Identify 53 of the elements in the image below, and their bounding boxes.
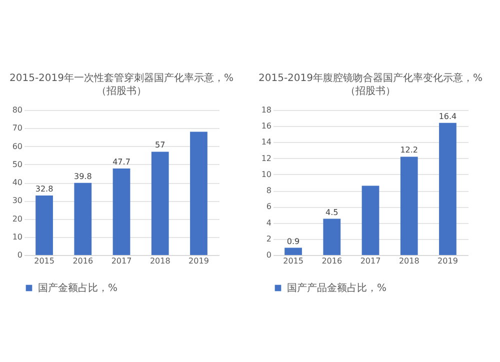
x-tick-label: 2017 xyxy=(360,256,381,266)
y-tick-label: 12 xyxy=(261,154,272,163)
x-tick-label: 2019 xyxy=(438,256,458,266)
y-tick-label: 8 xyxy=(266,186,272,196)
y-tick-label: 14 xyxy=(261,138,272,147)
bar xyxy=(323,218,341,255)
chart-title: 2015-2019年一次性套管穿刺器国产化率示意，% xyxy=(9,72,234,84)
x-tick-label: 2018 xyxy=(150,256,170,266)
data-label: 4.5 xyxy=(326,208,338,217)
y-tick-label: 70 xyxy=(12,124,22,133)
bar xyxy=(36,196,53,255)
y-tick-label: 50 xyxy=(12,160,22,169)
chart-subtitle: （招股书） xyxy=(96,85,146,97)
y-tick-label: 80 xyxy=(12,106,22,114)
x-tick-label: 2017 xyxy=(111,256,132,266)
data-label: 0.9 xyxy=(286,236,300,246)
y-tick-label: 2 xyxy=(266,234,272,244)
data-label: 57 xyxy=(155,140,166,150)
y-tick-label: 4 xyxy=(266,218,272,228)
x-tick-label: 2016 xyxy=(322,256,342,266)
x-tick-label: 2015 xyxy=(283,256,304,266)
bar xyxy=(151,152,169,255)
chart-subtitle: （招股书） xyxy=(346,85,396,97)
y-tick-label: 18 xyxy=(261,106,272,114)
bar xyxy=(74,182,92,255)
y-tick-label: 10 xyxy=(12,232,22,242)
y-tick-label: 0 xyxy=(266,250,272,260)
bar xyxy=(439,122,456,255)
data-label: 16.4 xyxy=(438,112,457,121)
bar xyxy=(112,168,130,255)
data-label: 12.2 xyxy=(400,146,418,155)
data-label: 39.8 xyxy=(74,172,92,181)
bar xyxy=(400,156,418,255)
y-tick-label: 30 xyxy=(12,196,22,206)
x-tick-label: 2015 xyxy=(34,256,54,266)
y-tick-label: 20 xyxy=(12,214,22,224)
y-tick-label: 16 xyxy=(261,122,272,131)
legend-label: 国产产品金额占比，% xyxy=(287,282,387,294)
bar xyxy=(362,186,380,255)
bar xyxy=(284,248,302,255)
x-tick-label: 2018 xyxy=(398,256,420,266)
y-tick-label: 60 xyxy=(12,142,22,151)
y-tick-label: 10 xyxy=(261,170,272,179)
chart-title: 2015-2019年腹腔镜吻合器国产化率变化示意，% xyxy=(258,72,483,84)
data-label: 47.7 xyxy=(112,158,130,167)
data-label: 32.8 xyxy=(35,184,54,194)
bar xyxy=(190,132,208,255)
legend-label: 国产金额占比，% xyxy=(38,282,118,294)
y-tick-label: 0 xyxy=(17,250,22,260)
y-tick-label: 40 xyxy=(12,178,22,187)
x-tick-label: 2016 xyxy=(72,256,94,266)
y-tick-label: 6 xyxy=(266,202,272,212)
x-tick-label: 2019 xyxy=(188,256,209,266)
